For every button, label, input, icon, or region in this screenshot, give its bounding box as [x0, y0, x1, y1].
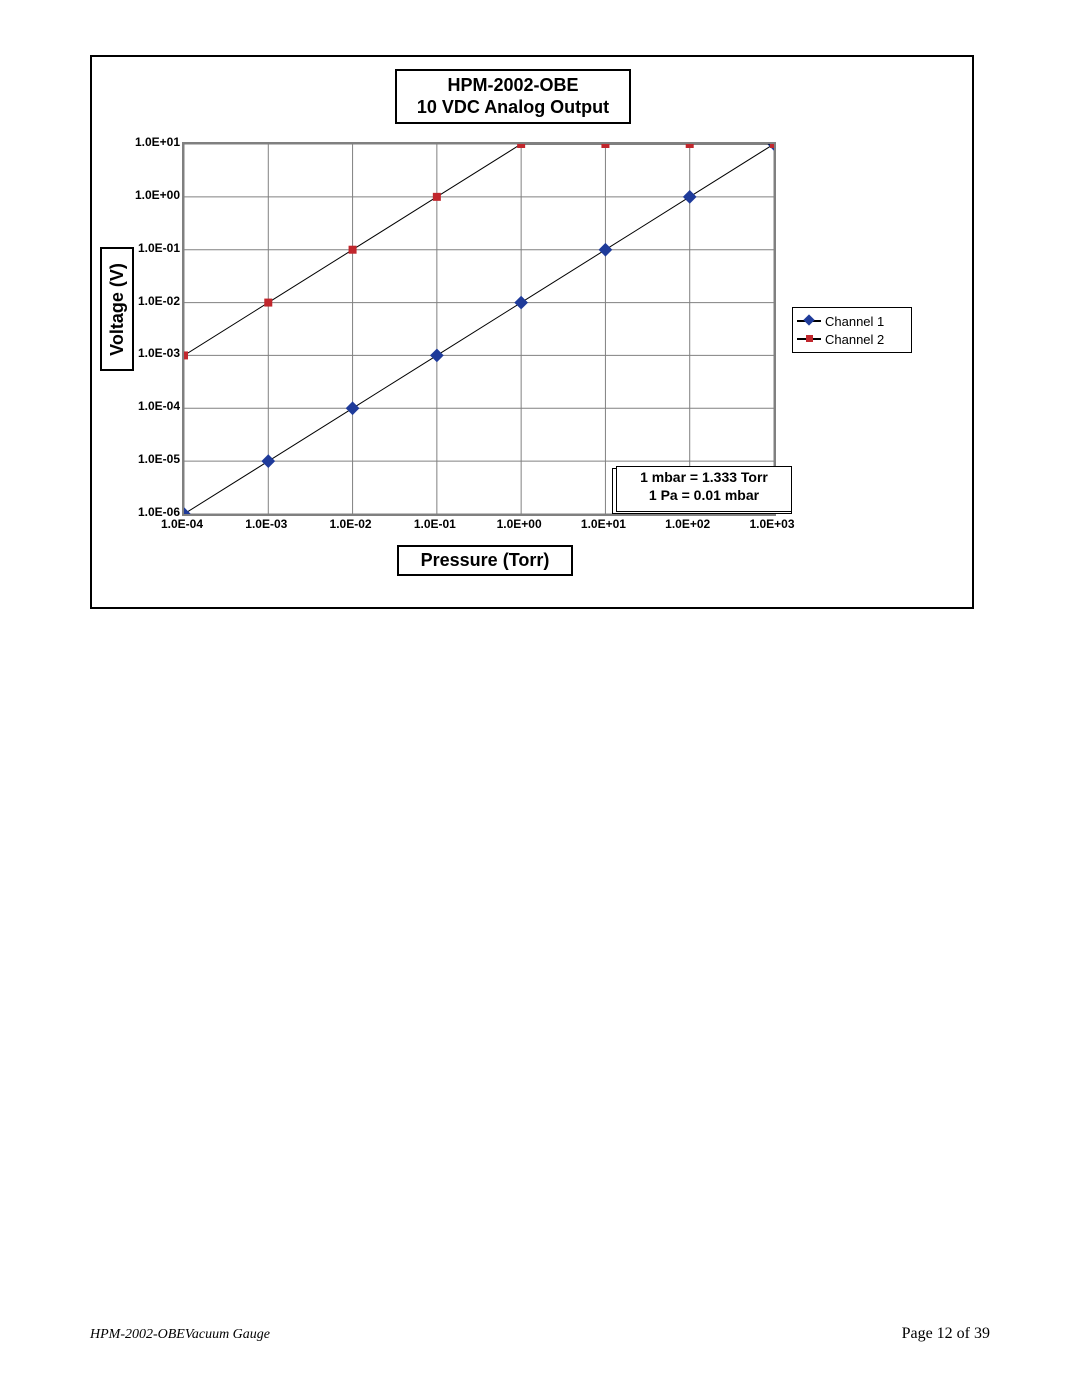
y-tick: 1.0E+00 [130, 188, 180, 202]
legend: Channel 1 Channel 2 [792, 307, 912, 353]
y-axis-title-box: Voltage (V) [100, 247, 134, 371]
x-tick: 1.0E-04 [154, 517, 210, 531]
footer-right: Page 12 of 39 [902, 1325, 990, 1343]
chart-title-line1: HPM-2002-OBE [447, 75, 578, 95]
x-tick: 1.0E-01 [407, 517, 463, 531]
chart-title: HPM-2002-OBE 10 VDC Analog Output [395, 69, 631, 124]
chart-frame: HPM-2002-OBE 10 VDC Analog Output Voltag… [90, 55, 974, 609]
chart-svg [184, 144, 774, 514]
legend-item-channel-2: Channel 2 [797, 330, 907, 348]
note-line1: 1 mbar = 1.333 Torr [640, 469, 768, 485]
y-tick: 1.0E+01 [130, 135, 180, 149]
note-line2: 1 Pa = 0.01 mbar [649, 487, 759, 503]
page: HPM-2002-OBE 10 VDC Analog Output Voltag… [0, 0, 1080, 1397]
x-tick: 1.0E+01 [575, 517, 631, 531]
y-tick: 1.0E-04 [130, 399, 180, 413]
x-tick: 1.0E+02 [660, 517, 716, 531]
note-box-shadow: 1 mbar = 1.333 Torr 1 Pa = 0.01 mbar [612, 468, 792, 514]
x-tick: 1.0E-02 [323, 517, 379, 531]
legend-item-channel-1: Channel 1 [797, 312, 907, 330]
square-icon [806, 335, 813, 342]
x-tick: 1.0E-03 [238, 517, 294, 531]
chart-title-line2: 10 VDC Analog Output [417, 97, 609, 117]
diamond-icon [803, 314, 814, 325]
plot-area: 1 mbar = 1.333 Torr 1 Pa = 0.01 mbar [182, 142, 776, 516]
y-tick: 1.0E-02 [130, 294, 180, 308]
note-box: 1 mbar = 1.333 Torr 1 Pa = 0.01 mbar [616, 466, 792, 512]
legend-label-1: Channel 1 [825, 314, 884, 329]
y-axis-title: Voltage (V) [107, 263, 128, 356]
footer-left: HPM-2002-OBEVacuum Gauge [90, 1327, 270, 1343]
x-tick: 1.0E+03 [744, 517, 800, 531]
x-tick: 1.0E+00 [491, 517, 547, 531]
legend-marker-channel-1 [797, 320, 821, 322]
legend-label-2: Channel 2 [825, 332, 884, 347]
x-axis-title: Pressure (Torr) [397, 545, 573, 576]
y-tick: 1.0E-01 [130, 241, 180, 255]
y-tick: 1.0E-05 [130, 452, 180, 466]
y-tick: 1.0E-03 [130, 346, 180, 360]
legend-marker-channel-2 [797, 338, 821, 340]
